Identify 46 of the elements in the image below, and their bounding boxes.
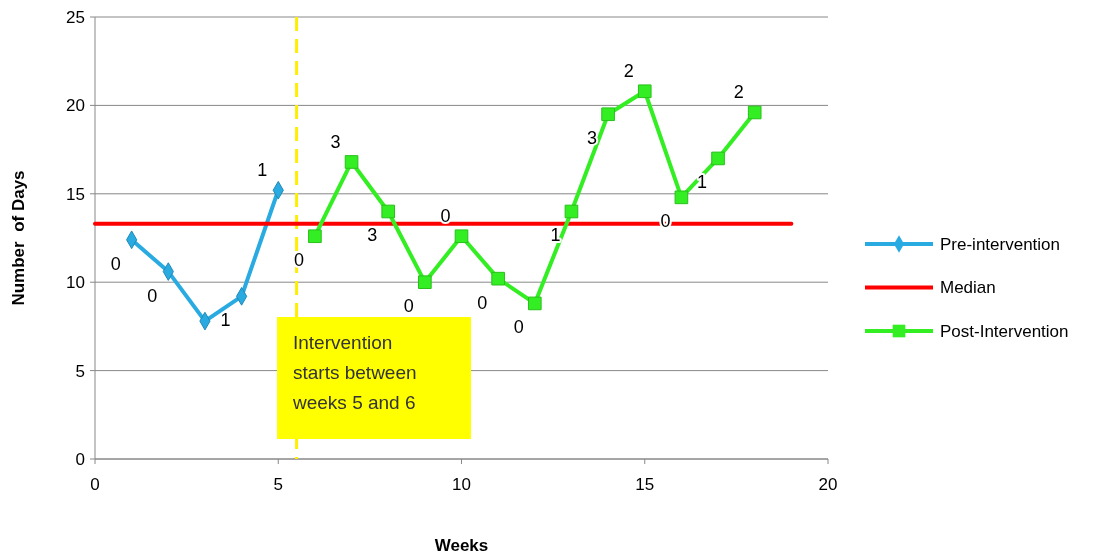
x-tick-label: 0 (90, 475, 100, 494)
point (601, 107, 615, 122)
annotation: 3 (330, 131, 341, 152)
point (564, 204, 579, 219)
y-tick-label: 0 (75, 449, 85, 469)
point (711, 151, 725, 166)
annotation: Intervention starts between weeks 5 and 6 (292, 332, 417, 413)
y-tick-label: 15 (66, 184, 85, 204)
legend-label: Pre-intervention (940, 234, 1061, 254)
annotation: 1 (697, 172, 708, 193)
point (527, 296, 542, 311)
y-tick-label: 20 (66, 96, 85, 116)
point (637, 84, 652, 99)
annotation: 2 (623, 61, 634, 82)
x-axis-title: Weeks (434, 536, 489, 555)
annotation: 3 (587, 128, 598, 149)
point (308, 229, 322, 244)
annotation: 1 (220, 310, 231, 331)
point (418, 275, 432, 290)
legend-label: Post-Intervention (940, 321, 1069, 341)
point (454, 229, 469, 244)
legend-label: Median (940, 278, 996, 298)
point (381, 204, 396, 219)
x-tick-label: 15 (635, 475, 655, 494)
point (747, 105, 762, 120)
y-axis-title: Number of Days (9, 170, 28, 306)
y-tick-label: 5 (75, 361, 85, 381)
annotation: 0 (440, 206, 451, 227)
y-tick-label: 25 (66, 7, 85, 27)
y-tick-label: 10 (66, 273, 85, 293)
annotation: 0 (513, 317, 524, 338)
x-tick-label: 5 (273, 475, 283, 494)
annotation: 0 (403, 296, 414, 317)
annotation: 1 (550, 225, 561, 246)
annotation: 0 (293, 250, 304, 271)
x-tick-label: 10 (452, 475, 471, 494)
annotation: 2 (733, 82, 744, 103)
annotation: 1 (257, 160, 268, 181)
point (491, 271, 505, 286)
point (674, 190, 689, 205)
point (344, 155, 359, 169)
annotation: 3 (367, 225, 378, 246)
annotation: 0 (147, 285, 158, 306)
annotation: 0 (477, 292, 488, 313)
x-tick-label: 20 (818, 475, 838, 494)
annotation: 0 (110, 253, 121, 274)
